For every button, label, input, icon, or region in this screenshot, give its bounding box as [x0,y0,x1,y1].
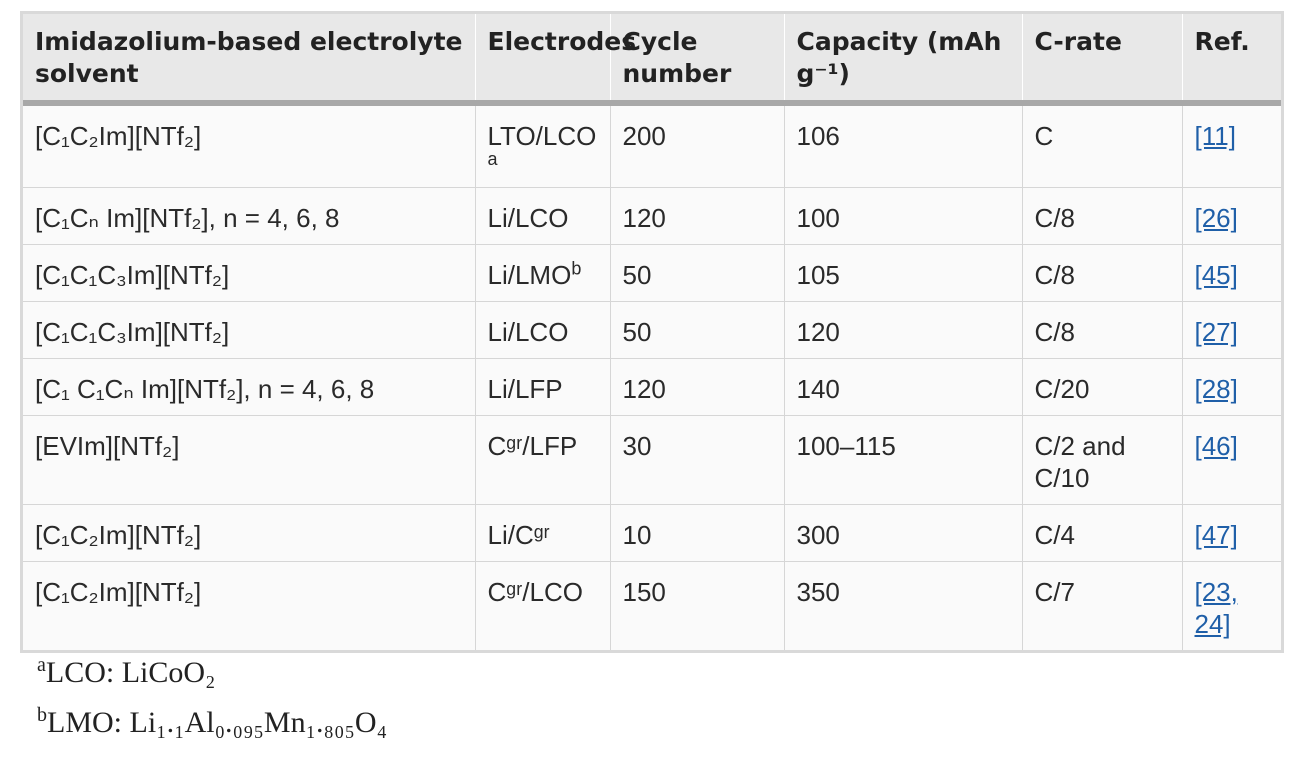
header-solvent: Imidazolium-based electrolyte solvent [23,14,476,106]
cell-solvent: [EVIm][NTf₂] [23,415,476,505]
header-ref: Ref. [1182,14,1281,106]
cell-electrodes: Li/LCO [475,301,611,359]
cell-capacity: 350 [784,561,1023,650]
cell-capacity: 105 [784,244,1023,302]
footnote-a: aLCO: LiCoO₂ [37,648,387,698]
footnote-b: bLMO: Li₁.₁Al₀.₀₉₅Mn₁.₈₀₅O₄ [37,698,387,748]
footnote-marker: a [487,149,498,169]
cell-cycle-number: 50 [610,301,785,359]
cell-capacity: 140 [784,358,1023,416]
electrodes-text: Li/Cᵍʳ [487,520,550,550]
cell-cycle-number: 50 [610,244,785,302]
cell-capacity: 300 [784,504,1023,562]
cell-cycle-number: 10 [610,504,785,562]
cell-ref: [47] [1182,504,1281,562]
reference-link[interactable]: [46] [1194,431,1238,461]
cell-electrodes: LTO/LCO a [475,103,611,188]
cell-electrodes: Cᵍʳ/LCO [475,561,611,650]
electrodes-text: Li/LCO [487,203,569,233]
reference-link[interactable]: [27] [1194,317,1238,347]
footnote-text: LMO: Li₁.₁Al₀.₀₉₅Mn₁.₈₀₅O₄ [47,706,388,739]
electrodes-text: Li/LFP [487,374,563,404]
cell-c-rate: C/2 and C/10 [1022,415,1183,505]
cell-c-rate: C/8 [1022,301,1183,359]
table-row: [C₁C₂Im][NTf₂] Li/Cᵍʳ 10 300 C/4 [47] [23,504,1281,562]
cell-c-rate: C/8 [1022,244,1183,302]
cell-solvent: [C₁C₁C₃Im][NTf₂] [23,301,476,359]
header-capacity: Capacity (mAh g⁻¹) [784,14,1023,106]
table-row: [C₁C₂Im][NTf₂] Cᵍʳ/LCO 150 350 C/7 [23, 24] [23,561,1281,651]
electrodes-text: LTO/LCO [487,121,597,151]
footnote-mark: a [37,654,46,676]
table-row: [C₁C₁C₃Im][NTf₂] Li/LCO 50 120 C/8 [27] [23,301,1281,359]
cell-electrodes: Li/Cᵍʳ [475,504,611,562]
header-cycle-number: Cycle number [610,14,785,106]
cell-solvent: [C₁C₁C₃Im][NTf₂] [23,244,476,302]
cell-electrodes: Li/LFP [475,358,611,416]
cell-ref: [45] [1182,244,1281,302]
table-header-row: Imidazolium-based electrolyte solvent El… [23,14,1281,106]
table-row: [C₁Cₙ Im][NTf₂], n = 4, 6, 8 Li/LCO 120 100… [23,187,1281,245]
footnote-mark: b [37,704,47,726]
footnote-marker: b [571,258,582,279]
electrodes-text: Cᵍʳ/LCO [487,577,584,607]
cell-ref: [11] [1182,103,1281,188]
cell-ref: [27] [1182,301,1281,359]
cell-c-rate: C [1022,103,1183,188]
cell-cycle-number: 150 [610,561,785,650]
cell-capacity: 100 [784,187,1023,245]
cell-ref: [26] [1182,187,1281,245]
reference-link[interactable]: [26] [1194,203,1238,233]
table-row: [C₁C₁C₃Im][NTf₂] Li/LMOb 50 105 C/8 [45] [23,244,1281,302]
reference-link[interactable]: [28] [1194,374,1238,404]
data-table: Imidazolium-based electrolyte solvent El… [20,11,1284,653]
reference-link[interactable]: [23, 24] [1194,577,1238,639]
cell-c-rate: C/8 [1022,187,1183,245]
cell-solvent: [C₁C₂Im][NTf₂] [23,561,476,650]
reference-link[interactable]: [47] [1194,520,1238,550]
cell-capacity: 106 [784,103,1023,188]
table-row: [C₁ C₁Cₙ Im][NTf₂], n = 4, 6, 8 Li/LFP 120… [23,358,1281,416]
cell-cycle-number: 200 [610,103,785,188]
header-electrodes: Electrodes [475,14,636,106]
cell-solvent: [C₁Cₙ Im][NTf₂], n = 4, 6, 8 [23,187,476,245]
cell-electrodes: Li/LCO [475,187,611,245]
cell-cycle-number: 30 [610,415,785,505]
cell-c-rate: C/20 [1022,358,1183,416]
reference-link[interactable]: [11] [1194,121,1236,151]
cell-c-rate: C/7 [1022,561,1183,650]
cell-cycle-number: 120 [610,187,785,245]
electrodes-text: Cᵍʳ/LFP [487,431,578,461]
cell-solvent: [C₁C₂Im][NTf₂] [23,103,476,188]
reference-link[interactable]: [45] [1194,260,1238,290]
cell-ref: [28] [1182,358,1281,416]
table-row: [EVIm][NTf₂] Cᵍʳ/LFP 30 100–115 C/2 and C/10… [23,415,1281,505]
electrodes-text: Li/LCO [487,317,569,347]
table-row: [C₁C₂Im][NTf₂] LTO/LCO a 200 106 C [11] [23,103,1281,188]
cell-ref: [23, 24] [1182,562,1281,651]
cell-solvent: [C₁C₂Im][NTf₂] [23,504,476,562]
cell-electrodes: Li/LMOb [475,244,611,302]
cell-solvent: [C₁ C₁Cₙ Im][NTf₂], n = 4, 6, 8 [23,358,476,416]
cell-cycle-number: 120 [610,358,785,416]
cell-capacity: 100–115 [784,415,1023,505]
cell-c-rate: C/4 [1022,504,1183,562]
cell-ref: [46] [1182,415,1281,505]
electrodes-text: Li/LMO [487,260,572,290]
header-c-rate: C-rate [1022,14,1183,106]
cell-capacity: 120 [784,301,1023,359]
footnote-text: LCO: LiCoO₂ [45,656,216,689]
cell-electrodes: Cᵍʳ/LFP [475,415,611,505]
footnotes: aLCO: LiCoO₂ bLMO: Li₁.₁Al₀.₀₉₅Mn₁.₈₀₅O₄ [37,648,387,748]
